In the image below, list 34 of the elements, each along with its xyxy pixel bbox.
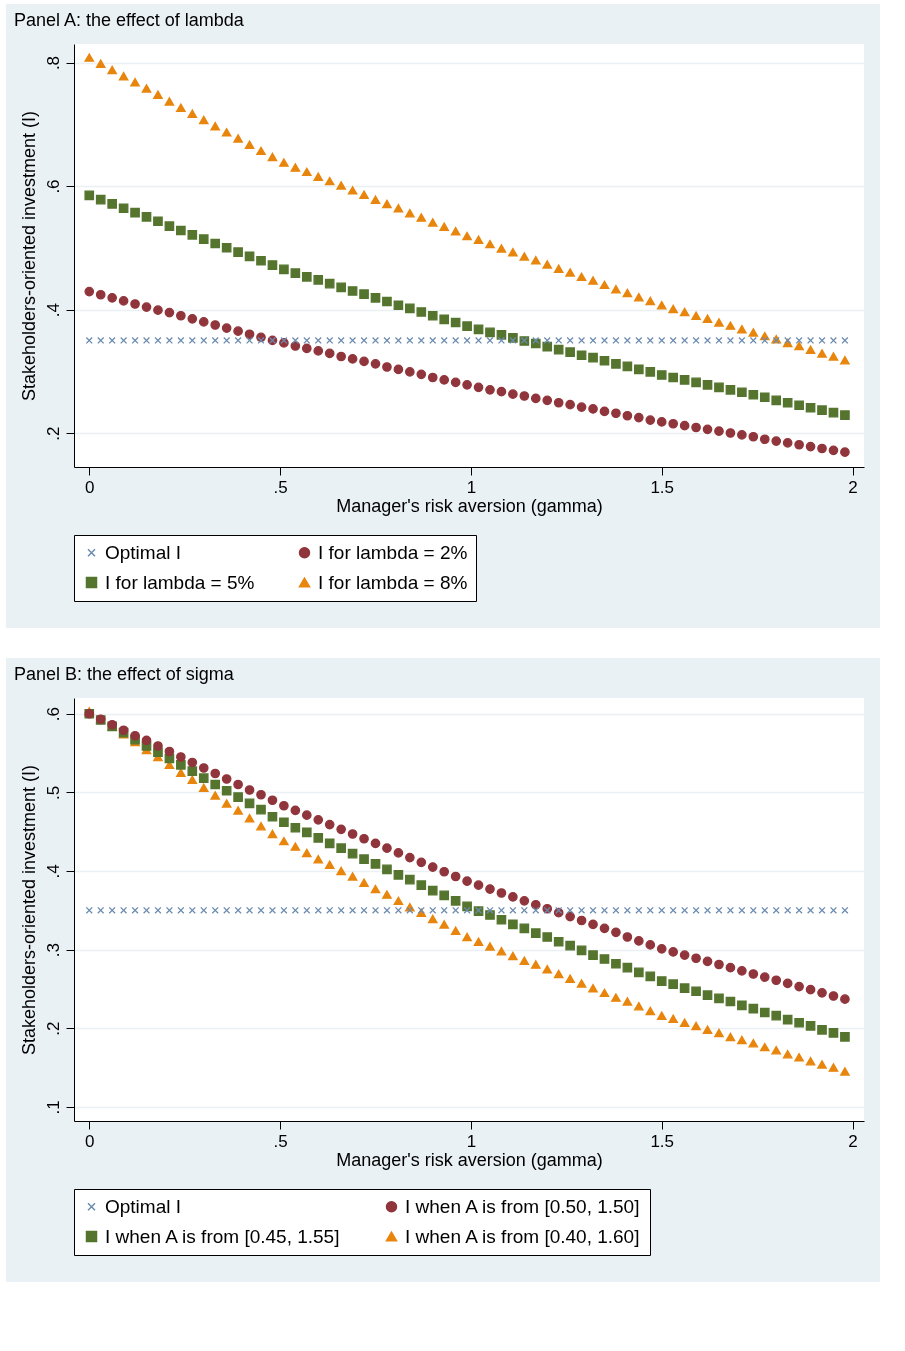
chart-title: Panel B: the effect of sigma	[14, 664, 235, 684]
x-tick-label: 1.5	[650, 477, 675, 497]
y-tick-label: .4	[43, 864, 63, 879]
legend-label: Optimal I	[105, 541, 182, 563]
legend-label: I for lambda = 8%	[318, 571, 468, 593]
x-tick-label: 0	[85, 1131, 95, 1151]
y-tick-label: .1	[43, 1100, 63, 1115]
y-tick-label: .6	[43, 707, 63, 722]
legend-label: I for lambda = 2%	[318, 541, 468, 563]
y-tick-label: .3	[43, 943, 63, 958]
legend-label: I when A is from [0.50, 1.50]	[405, 1195, 640, 1217]
x-tick-label: .5	[273, 1131, 288, 1151]
y-tick-label: .8	[43, 55, 63, 71]
legend-label: I for lambda = 5%	[105, 571, 255, 593]
x-tick-label: .5	[273, 477, 288, 497]
y-tick-label: .5	[43, 785, 63, 800]
x-tick-label: 2	[848, 1131, 858, 1151]
legend-label: I when A is from [0.40, 1.60]	[405, 1225, 640, 1247]
x-tick-label: 1.5	[650, 1131, 675, 1151]
x-tick-label: 0	[85, 477, 95, 497]
y-tick-label: .4	[43, 302, 63, 318]
y-axis-title: Stakeholders-oriented investment (I)	[18, 764, 39, 1056]
y-axis-title: Stakeholders-oriented investment (I)	[18, 110, 39, 402]
x-tick-label: 1	[466, 1131, 477, 1151]
x-tick-label: 1	[466, 477, 477, 497]
y-tick-label: .2	[43, 1021, 63, 1036]
x-axis-title: Manager's risk aversion (gamma)	[336, 1149, 603, 1170]
legend-label: I when A is from [0.45, 1.55]	[105, 1225, 340, 1247]
y-tick-label: .2	[43, 426, 63, 441]
x-axis-title: Manager's risk aversion (gamma)	[336, 495, 603, 516]
y-tick-label: .6	[43, 179, 63, 194]
x-tick-label: 2	[848, 477, 858, 497]
legend-label: Optimal I	[105, 1195, 182, 1217]
chart-title: Panel A: the effect of lambda	[14, 10, 245, 30]
